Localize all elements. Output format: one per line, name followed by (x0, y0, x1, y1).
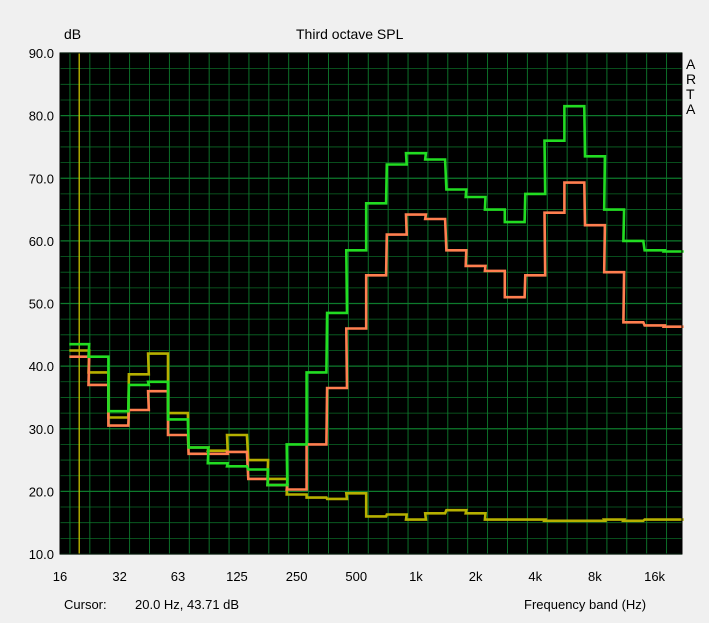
series-line-1 (69, 104, 684, 487)
series-line-2 (69, 181, 684, 491)
chart-title: Third octave SPL (296, 26, 404, 42)
x-tick-label: 125 (226, 569, 248, 584)
x-tick-label: 500 (345, 569, 367, 584)
y-tick-label: 10.0 (29, 547, 54, 562)
arta-letter-3: T (686, 86, 695, 102)
x-tick-label: 32 (112, 569, 126, 584)
y-tick-label: 50.0 (29, 297, 54, 312)
cursor-readout: 20.0 Hz, 43.71 dB (135, 597, 240, 612)
y-tick-label: 70.0 (29, 171, 54, 186)
y-tick-label: 40.0 (29, 359, 54, 374)
plot-border (59, 52, 683, 555)
y-tick-label: 30.0 (29, 422, 54, 437)
y-tick-label: 80.0 (29, 109, 54, 124)
x-tick-label: 1k (409, 569, 423, 584)
arta-letter-2: R (686, 71, 697, 87)
x-axis-label: Frequency band (Hz) (524, 597, 647, 612)
y-tick-label: 60.0 (29, 234, 54, 249)
x-tick-label: 2k (469, 569, 483, 584)
x-tick-label: 4k (528, 569, 542, 584)
y-tick-label: 90.0 (29, 46, 54, 61)
x-tick-label: 8k (588, 569, 602, 584)
cursor-label: Cursor: (64, 597, 107, 612)
arta-letter-4: A (686, 101, 696, 117)
y-tick-label: 20.0 (29, 484, 54, 499)
x-tick-label: 63 (171, 569, 185, 584)
x-tick-label: 16k (644, 569, 665, 584)
y-axis-unit-label: dB (64, 26, 82, 42)
arta-letter-1: A (686, 56, 696, 72)
x-tick-label: 250 (286, 569, 308, 584)
x-tick-label: 16 (53, 569, 67, 584)
